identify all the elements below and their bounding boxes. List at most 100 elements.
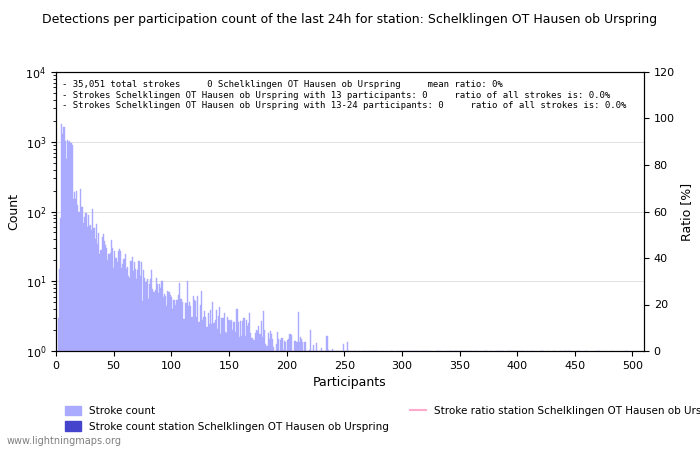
Bar [308, 351, 309, 450]
Bar [406, 351, 407, 450]
Bar [92, 209, 94, 450]
Bar [67, 140, 68, 450]
Bar [284, 341, 285, 450]
Bar [497, 351, 498, 450]
Bar [173, 300, 174, 450]
Bar [199, 305, 201, 450]
Bar [584, 351, 586, 450]
Bar [102, 238, 103, 450]
Bar [500, 351, 502, 450]
Bar [470, 351, 472, 450]
Bar [386, 351, 388, 450]
Bar [419, 351, 420, 450]
Bar [233, 322, 234, 450]
Bar [232, 330, 233, 450]
Text: Detections per participation count of the last 24h for station: Schelklingen OT : Detections per participation count of th… [43, 14, 657, 27]
Bar [299, 342, 300, 450]
Bar [248, 323, 249, 450]
Bar [397, 351, 398, 450]
Bar [319, 351, 321, 450]
Bar [329, 351, 330, 450]
Bar [354, 351, 355, 450]
Bar [514, 351, 515, 450]
Bar [78, 212, 80, 450]
Bar [84, 217, 85, 450]
Bar [279, 351, 280, 450]
Bar [153, 292, 155, 450]
Bar [132, 257, 133, 450]
Bar [159, 284, 160, 450]
Bar [349, 351, 351, 450]
Bar [372, 351, 374, 450]
Bar [123, 259, 125, 450]
Bar [335, 351, 337, 450]
Bar [241, 336, 242, 450]
Bar [237, 322, 239, 450]
Bar [288, 339, 290, 450]
Bar [133, 271, 134, 450]
Bar [91, 230, 92, 450]
Bar [577, 351, 578, 450]
Bar [83, 223, 84, 450]
Bar [228, 320, 230, 450]
Bar [106, 248, 107, 450]
X-axis label: Participants: Participants [313, 376, 387, 389]
Bar [203, 317, 204, 450]
Bar [164, 294, 165, 450]
Bar [167, 291, 169, 450]
Bar [122, 264, 123, 450]
Bar [80, 207, 82, 450]
Bar [449, 351, 451, 450]
Bar [367, 351, 368, 450]
Bar [193, 296, 194, 450]
Bar [180, 299, 181, 450]
Bar [293, 351, 294, 450]
Bar [331, 351, 332, 450]
Bar [517, 351, 518, 450]
Bar [69, 141, 71, 450]
Bar [270, 331, 271, 450]
Bar [301, 339, 302, 450]
Bar [94, 239, 96, 450]
Bar [88, 215, 89, 450]
Bar [476, 351, 477, 450]
Bar [309, 350, 310, 450]
Bar [61, 125, 62, 450]
Bar [407, 351, 408, 450]
Bar [276, 332, 278, 450]
Bar [469, 351, 470, 450]
Bar [295, 342, 296, 450]
Bar [224, 313, 225, 450]
Bar [533, 351, 534, 450]
Bar [160, 288, 162, 450]
Bar [465, 351, 466, 450]
Bar [625, 351, 626, 450]
Bar [240, 321, 241, 450]
Bar [285, 342, 286, 450]
Bar [249, 313, 251, 450]
Bar [292, 351, 293, 450]
Bar [340, 351, 342, 450]
Bar [598, 351, 600, 450]
Bar [205, 317, 206, 450]
Bar [221, 318, 223, 450]
Bar [87, 227, 88, 450]
Bar [578, 351, 579, 450]
Bar [344, 351, 345, 450]
Bar [197, 296, 198, 450]
Bar [346, 351, 347, 450]
Bar [511, 351, 512, 450]
Text: www.lightningmaps.org: www.lightningmaps.org [7, 436, 122, 446]
Bar [641, 351, 643, 450]
Bar [71, 145, 73, 450]
Bar [176, 300, 178, 450]
Bar [204, 311, 205, 450]
Bar [424, 351, 426, 450]
Bar [269, 339, 270, 450]
Bar [404, 351, 405, 450]
Bar [565, 351, 566, 450]
Bar [527, 351, 528, 450]
Bar [175, 305, 176, 450]
Bar [378, 351, 379, 450]
Bar [316, 342, 317, 450]
